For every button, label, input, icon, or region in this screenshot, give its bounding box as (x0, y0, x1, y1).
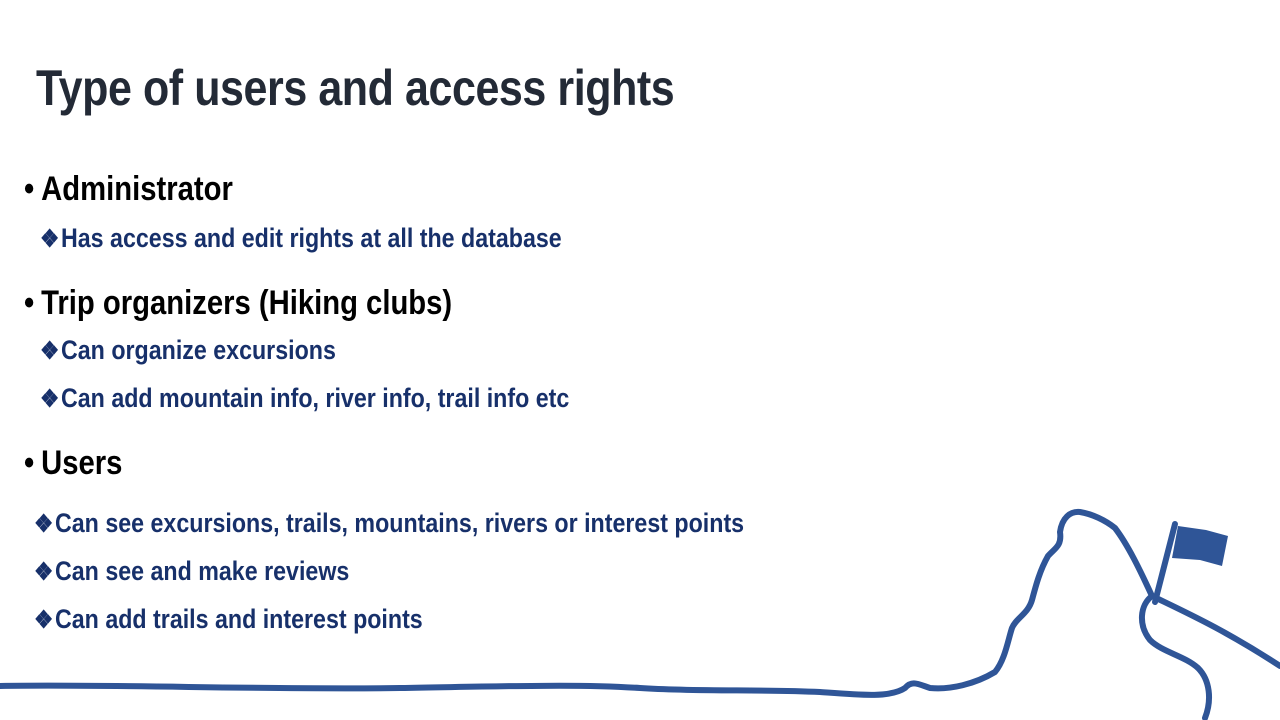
list-item: ❖Can add mountain info, river info, trai… (40, 385, 569, 412)
section-heading-trip-organizers: • Trip organizers (Hiking clubs) (24, 286, 452, 320)
section-heading-label: Users (41, 444, 123, 482)
bullet-marker: • (24, 444, 35, 482)
list-item: ❖Has access and edit rights at all the d… (40, 225, 562, 252)
diamond-bullet-icon: ❖ (34, 558, 54, 586)
section-heading-users: • Users (24, 446, 122, 480)
list-item: ❖Can see and make reviews (34, 558, 349, 585)
section-heading-label: Administrator (41, 170, 233, 208)
bullet-marker: • (24, 284, 35, 322)
diamond-bullet-icon: ❖ (40, 385, 60, 413)
bullet-marker: • (24, 170, 35, 208)
list-item-label: Can add trails and interest points (55, 604, 423, 634)
list-item-label: Has access and edit rights at all the da… (61, 223, 562, 253)
diamond-bullet-icon: ❖ (40, 337, 60, 365)
diamond-bullet-icon: ❖ (40, 225, 60, 253)
section-heading-label: Trip organizers (Hiking clubs) (41, 284, 453, 322)
diamond-bullet-icon: ❖ (34, 510, 54, 538)
list-item-label: Can see excursions, trails, mountains, r… (55, 508, 745, 538)
page-title: Type of users and access rights (36, 60, 675, 116)
list-item: ❖Can organize excursions (40, 337, 336, 364)
flag-icon (1172, 526, 1228, 566)
section-heading-administrator: • Administrator (24, 172, 233, 206)
list-item: ❖Can add trails and interest points (34, 606, 423, 633)
list-item-label: Can add mountain info, river info, trail… (61, 383, 570, 413)
diamond-bullet-icon: ❖ (34, 606, 54, 634)
list-item-label: Can organize excursions (61, 335, 336, 365)
list-item-label: Can see and make reviews (55, 556, 350, 586)
list-item: ❖Can see excursions, trails, mountains, … (34, 510, 744, 537)
